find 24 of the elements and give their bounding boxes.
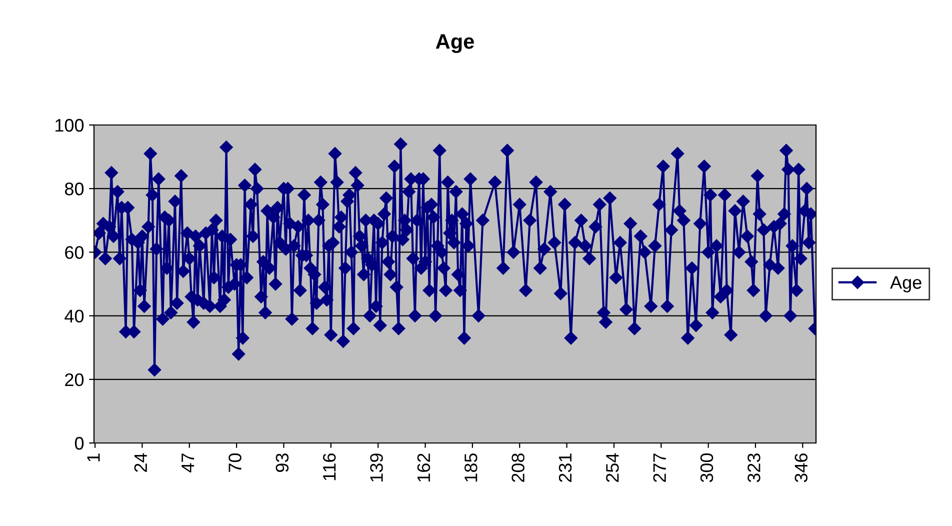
x-tick-label: 208 (512, 454, 524, 482)
x-tick-label: 70 (228, 453, 242, 472)
x-tick-label: 277 (653, 454, 666, 482)
y-tick-label: 80 (64, 182, 84, 196)
x-tick-label: 47 (182, 454, 194, 472)
x-tick-label: 24 (134, 453, 147, 472)
legend-label: Age (890, 276, 922, 292)
y-tick-label: 0 (74, 436, 84, 450)
x-tick-label: 1 (87, 454, 100, 462)
x-tick-label: 139 (370, 454, 383, 482)
x-tick-label: 300 (700, 453, 714, 482)
x-tick-label: 254 (606, 453, 619, 482)
y-tick-label: 20 (65, 373, 84, 386)
x-tick-label: 93 (276, 454, 289, 472)
x-tick-label: 116 (322, 454, 336, 480)
y-tick-label: 40 (64, 310, 84, 323)
x-tick-label: 162 (417, 454, 430, 482)
y-tick-label: 60 (65, 246, 84, 259)
x-tick-label: 231 (558, 454, 572, 482)
y-tick-label: 100 (56, 118, 84, 132)
x-tick-label: 346 (794, 454, 808, 482)
chart-title: Age (436, 34, 474, 54)
x-tick-label: 185 (464, 453, 478, 482)
x-tick-label: 323 (748, 454, 760, 482)
